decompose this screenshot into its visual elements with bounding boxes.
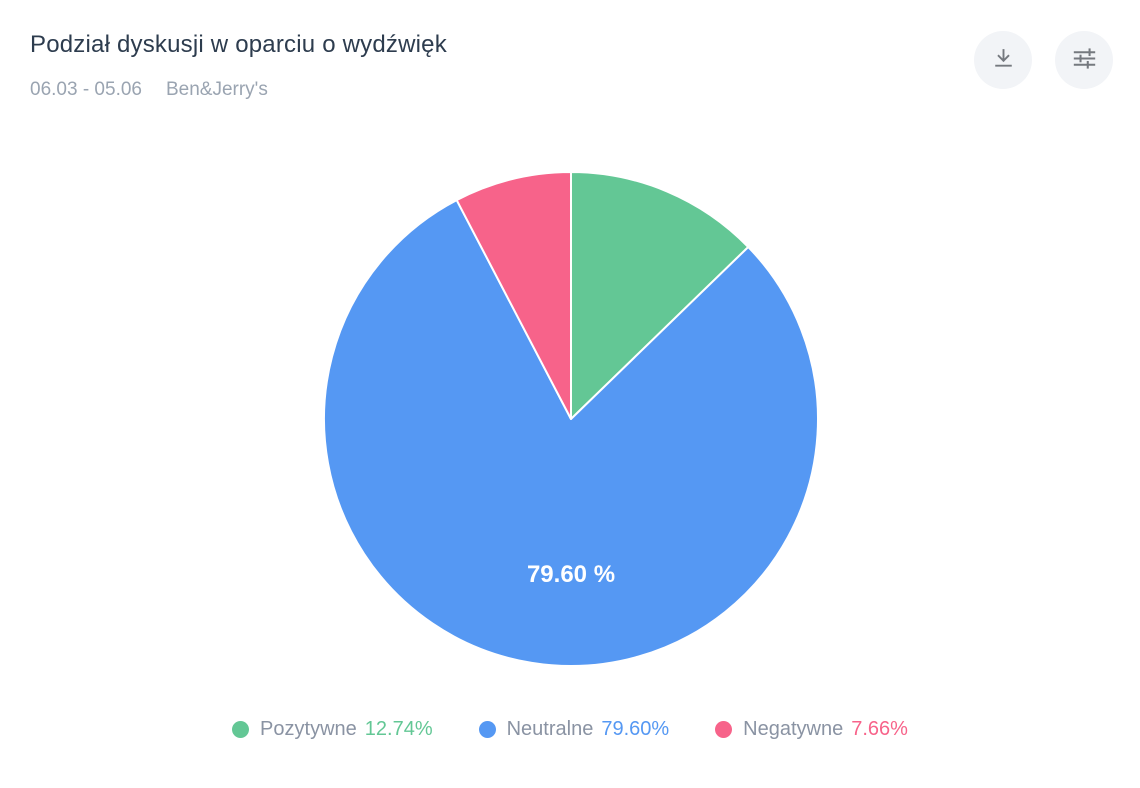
legend-value: 12.74% bbox=[364, 718, 433, 740]
legend-item-neutral[interactable]: Neutralne 79.60% bbox=[478, 718, 670, 741]
positive-dot-icon bbox=[232, 721, 250, 738]
chart-legend: Pozytywne 12.74% Neutralne 79.60% Negaty… bbox=[0, 718, 1140, 741]
pie-slice-negatywne[interactable] bbox=[455, 171, 572, 420]
project-name: Ben&Jerry's bbox=[165, 79, 268, 100]
legend-value: 7.66% bbox=[851, 718, 908, 740]
legend-item-negative[interactable]: Negatywne 7.66% bbox=[715, 718, 908, 741]
pie-slice-neutralne[interactable] bbox=[323, 199, 819, 667]
legend-label: Neutralne bbox=[506, 718, 594, 740]
download-button[interactable] bbox=[974, 31, 1032, 89]
legend-label: Pozytywne bbox=[260, 718, 357, 740]
page-title: Podział dyskusji w oparciu o wydźwięk bbox=[30, 31, 447, 58]
pie-inner-label: 79.60 % bbox=[526, 561, 616, 588]
subtitle: 06.03 - 05.06 Ben&Jerry's bbox=[30, 79, 268, 101]
date-range: 06.03 - 05.06 bbox=[30, 79, 142, 100]
legend-label: Negatywne bbox=[743, 718, 844, 740]
neutral-dot-icon bbox=[478, 721, 496, 738]
legend-value: 79.60% bbox=[601, 718, 670, 740]
download-icon bbox=[990, 45, 1017, 75]
pie-chart bbox=[311, 159, 831, 679]
filter-button[interactable] bbox=[1055, 31, 1113, 89]
negative-dot-icon bbox=[715, 721, 733, 738]
legend-item-positive[interactable]: Pozytywne 12.74% bbox=[232, 718, 433, 741]
pie-slice-pozytywne[interactable] bbox=[570, 171, 750, 420]
sliders-icon bbox=[1070, 44, 1099, 76]
